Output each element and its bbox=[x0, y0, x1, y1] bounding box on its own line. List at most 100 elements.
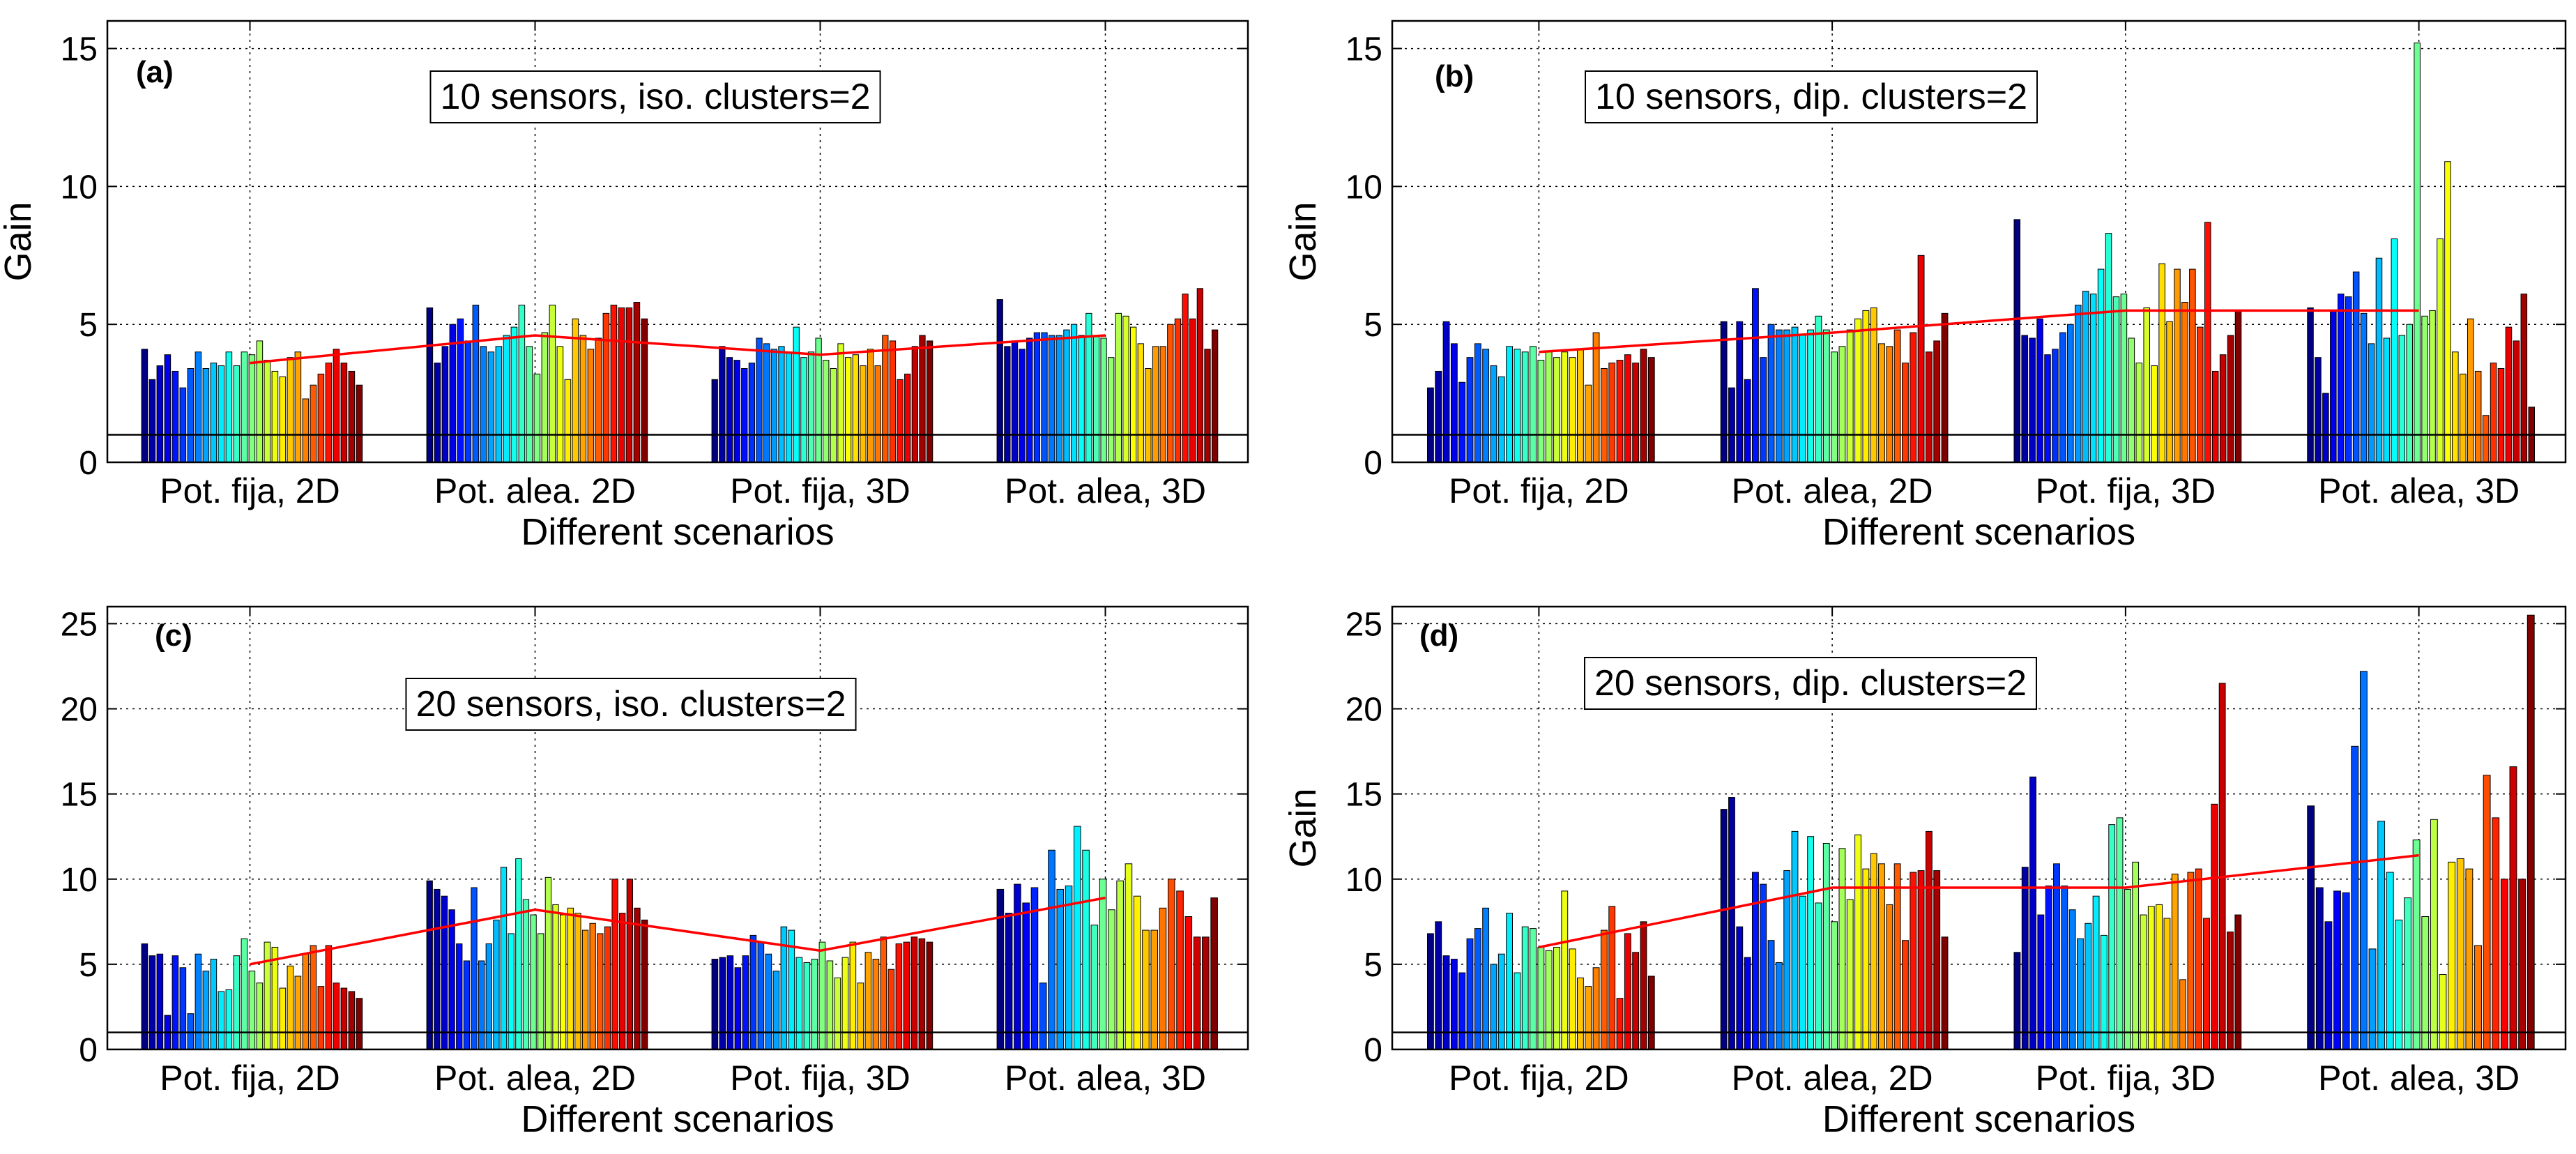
bar-a-4-7 bbox=[1041, 332, 1048, 463]
bar-d-4-21 bbox=[2483, 775, 2491, 1050]
bar-c-3-21 bbox=[864, 952, 872, 1050]
bar-b-3-23 bbox=[2181, 302, 2188, 463]
bar-d-2-23 bbox=[1893, 863, 1901, 1050]
bar-c-3-9 bbox=[772, 971, 780, 1050]
bar-c-4-22 bbox=[1176, 890, 1184, 1050]
bar-c-3-18 bbox=[841, 957, 849, 1050]
bar-b-2-21 bbox=[1878, 343, 1885, 463]
bar-a-4-3 bbox=[1011, 340, 1019, 463]
bar-b-2-10 bbox=[1791, 326, 1799, 463]
bar-c-1-13 bbox=[233, 955, 241, 1050]
bar-b-4-24 bbox=[2482, 415, 2490, 463]
bar-b-1-10 bbox=[1497, 376, 1505, 463]
bar-b-3-5 bbox=[2044, 354, 2051, 463]
bar-a-2-1 bbox=[426, 307, 434, 463]
bar-d-2-11 bbox=[1799, 895, 1806, 1050]
bar-b-4-3 bbox=[2322, 393, 2329, 463]
bar-d-3-20 bbox=[2163, 918, 2171, 1050]
bar-c-1-22 bbox=[302, 953, 310, 1050]
bar-a-1-4 bbox=[164, 354, 172, 463]
bar-a-1-23 bbox=[310, 384, 317, 463]
x-tick-label: Pot. alea, 2D bbox=[1732, 471, 1933, 510]
bar-c-2-17 bbox=[544, 876, 552, 1050]
bar-d-1-19 bbox=[1569, 948, 1576, 1050]
bar-d-3-24 bbox=[2195, 868, 2202, 1050]
bar-d-4-18 bbox=[2456, 858, 2464, 1050]
bar-a-2-23 bbox=[595, 337, 602, 463]
bar-a-3-28 bbox=[911, 346, 918, 463]
bar-b-4-17 bbox=[2429, 310, 2436, 463]
bar-b-2-29 bbox=[1941, 312, 1949, 463]
bar-b-4-10 bbox=[2375, 257, 2383, 463]
bar-b-4-13 bbox=[2398, 335, 2406, 463]
bar-a-2-9 bbox=[487, 351, 495, 463]
bar-c-1-28 bbox=[348, 991, 356, 1050]
bar-b-1-14 bbox=[1530, 346, 1537, 463]
bar-b-2-27 bbox=[1925, 351, 1933, 463]
bar-c-2-10 bbox=[493, 919, 500, 1050]
bar-c-3-16 bbox=[826, 960, 834, 1050]
bar-c-4-13 bbox=[1099, 879, 1107, 1050]
bar-b-3-28 bbox=[2219, 354, 2227, 463]
bar-a-2-15 bbox=[533, 373, 541, 463]
bar-d-1-22 bbox=[1592, 967, 1600, 1050]
y-tick-label: 25 bbox=[61, 606, 98, 643]
bar-b-4-18 bbox=[2437, 238, 2444, 463]
bar-c-4-9 bbox=[1065, 886, 1073, 1050]
bar-d-2-20 bbox=[1870, 853, 1877, 1050]
bar-d-3-13 bbox=[2108, 824, 2116, 1050]
panel-label: (a) bbox=[136, 55, 174, 89]
bar-a-3-30 bbox=[926, 340, 933, 463]
bar-a-4-26 bbox=[1182, 294, 1189, 463]
bar-a-2-24 bbox=[602, 312, 610, 463]
bar-d-2-25 bbox=[1910, 872, 1917, 1050]
bar-a-4-8 bbox=[1049, 335, 1055, 463]
bar-c-4-8 bbox=[1056, 888, 1065, 1050]
bar-d-1-12 bbox=[1514, 972, 1521, 1050]
bar-b-2-28 bbox=[1933, 340, 1941, 463]
x-axis-label: Different scenarios bbox=[1822, 1098, 2135, 1140]
bar-c-1-12 bbox=[225, 989, 233, 1050]
bar-a-1-13 bbox=[233, 365, 241, 463]
bar-d-1-21 bbox=[1585, 986, 1592, 1050]
bar-c-2-19 bbox=[559, 914, 567, 1050]
bar-a-1-9 bbox=[202, 367, 210, 463]
bar-a-1-19 bbox=[279, 376, 287, 463]
bar-c-2-30 bbox=[641, 919, 648, 1050]
bar-a-2-13 bbox=[518, 304, 526, 463]
trend-line bbox=[1539, 309, 2419, 354]
chart-panel-a: 0 5 10 15 Pot. fija, 2D Pot. alea. 2D Pot. fij… bbox=[0, 20, 1249, 553]
bar-c-1-1 bbox=[141, 943, 148, 1050]
x-tick-label: Pot. fija, 2D bbox=[160, 471, 340, 510]
bar-b-2-25 bbox=[1910, 332, 1917, 463]
bar-c-3-14 bbox=[811, 959, 818, 1050]
bar-d-2-15 bbox=[1831, 921, 1838, 1050]
bar-c-2-6 bbox=[463, 960, 471, 1050]
bar-b-4-26 bbox=[2497, 367, 2505, 463]
bar-a-4-27 bbox=[1189, 318, 1196, 463]
bar-c-2-18 bbox=[552, 904, 559, 1050]
x-tick-label: Pot. fija, 3D bbox=[730, 471, 910, 510]
bar-b-1-17 bbox=[1553, 357, 1560, 463]
bar-a-2-29 bbox=[641, 318, 648, 463]
bar-b-2-17 bbox=[1846, 329, 1854, 463]
bar-b-3-12 bbox=[2097, 268, 2105, 463]
bar-a-4-16 bbox=[1108, 357, 1115, 463]
bar-b-1-7 bbox=[1474, 343, 1481, 463]
bar-c-4-26 bbox=[1210, 897, 1218, 1050]
bar-a-2-19 bbox=[564, 379, 572, 463]
bar-d-3-19 bbox=[2156, 904, 2163, 1050]
bar-d-4-19 bbox=[2465, 868, 2474, 1050]
bar-a-1-5 bbox=[172, 370, 179, 463]
bar-b-2-8 bbox=[1775, 329, 1783, 463]
bar-d-2-8 bbox=[1775, 962, 1783, 1050]
bar-d-1-14 bbox=[1530, 928, 1537, 1050]
bar-b-1-2 bbox=[1435, 370, 1442, 463]
bar-b-1-16 bbox=[1545, 351, 1553, 463]
bar-c-1-10 bbox=[210, 959, 218, 1050]
bar-a-1-12 bbox=[225, 351, 233, 463]
bar-b-1-9 bbox=[1490, 365, 1497, 463]
bar-d-4-11 bbox=[2395, 919, 2403, 1050]
bar-d-4-22 bbox=[2492, 817, 2500, 1050]
bar-a-3-13 bbox=[800, 357, 807, 463]
